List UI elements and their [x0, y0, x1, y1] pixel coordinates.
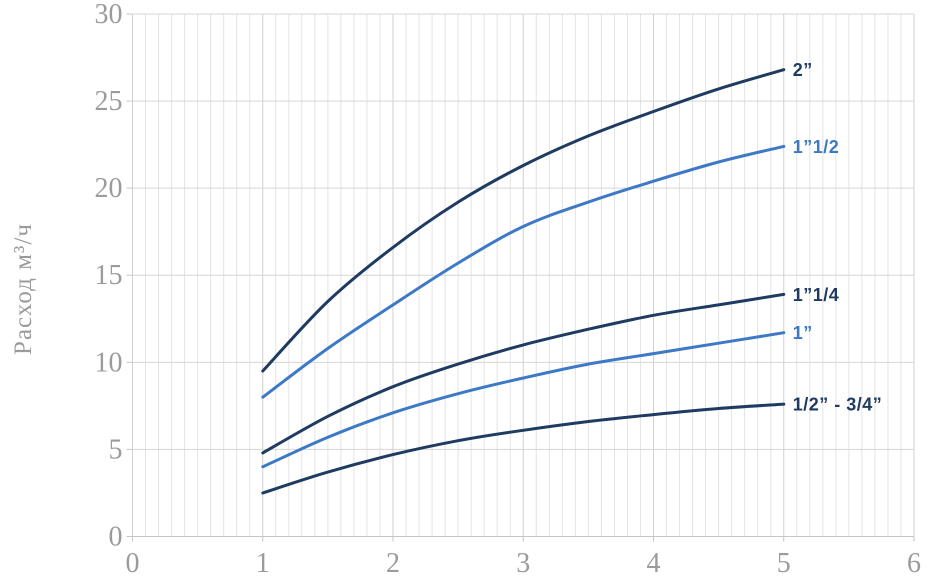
curve-label-3: 1” — [793, 323, 813, 343]
x-tick-label: 3 — [516, 548, 530, 579]
curve-label-0: 2” — [793, 60, 813, 80]
y-tick-label: 10 — [95, 347, 123, 378]
curve-series-0 — [261, 68, 786, 373]
curve-series-1 — [261, 144, 786, 399]
curve-label-4: 1/2” - 3/4” — [793, 395, 883, 415]
x-tick-label: 5 — [777, 548, 791, 579]
y-tick-label: 30 — [95, 0, 123, 30]
y-tick-label: 15 — [95, 260, 123, 291]
curve-series-2 — [261, 292, 786, 455]
x-tick-label: 6 — [907, 548, 921, 579]
y-tick-label: 5 — [109, 434, 123, 465]
x-tick-label: 1 — [256, 548, 270, 579]
curve-series-3 — [261, 331, 786, 469]
x-tick-label: 0 — [126, 548, 140, 579]
y-tick-label: 25 — [95, 86, 123, 117]
curve-series-4 — [261, 402, 786, 495]
x-tick-label: 2 — [386, 548, 400, 579]
y-tick-label: 20 — [95, 173, 123, 204]
x-tick-label: 4 — [647, 548, 661, 579]
curve-label-2: 1”1/4 — [793, 285, 840, 305]
y-tick-label: 0 — [109, 522, 123, 553]
curve-label-1: 1”1/2 — [793, 137, 840, 157]
